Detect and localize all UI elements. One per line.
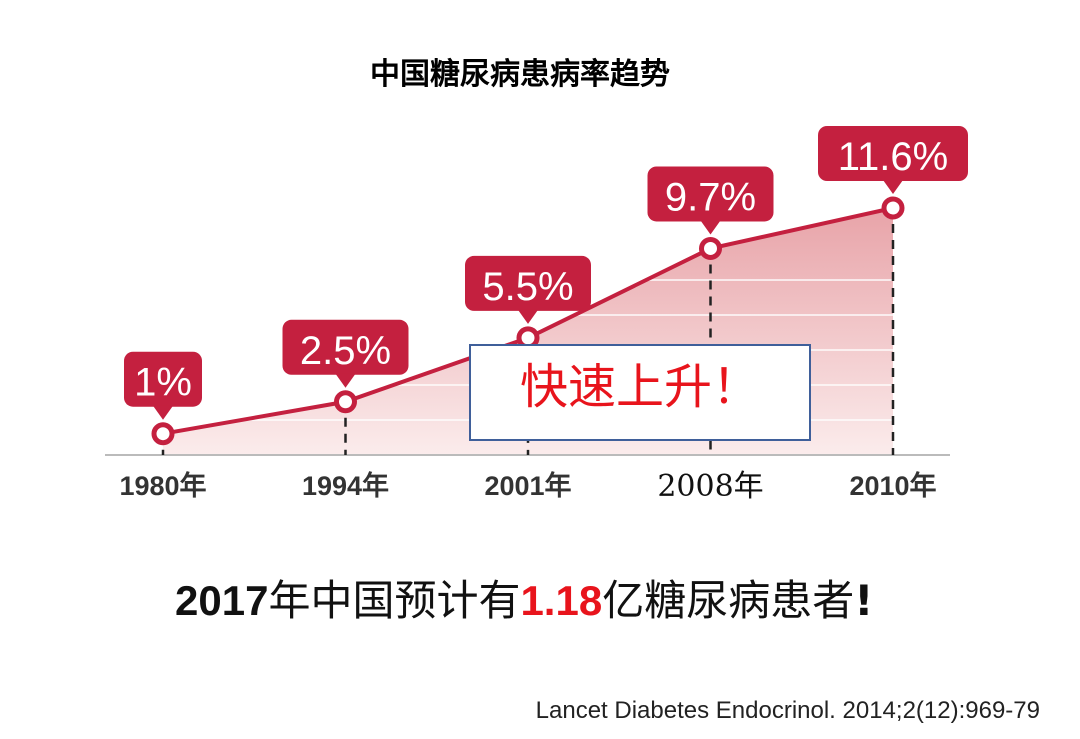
chart-title: 中国糖尿病患病率趋势: [370, 57, 670, 92]
plot: 1% 2.5% 5.5% 9.7% 11.6% 1980年 1994年 2001年 2008年 2…: [105, 126, 968, 504]
value-label: 11.6%: [838, 135, 948, 179]
x-tick-label: 2008年: [657, 469, 763, 504]
annotation: 快速上升！: [520, 359, 760, 415]
citation: Lancet Diabetes Endocrinol. 2014;2(12):9…: [536, 697, 1040, 724]
note: 2017年中国预计有1.18亿糖尿病患者!: [175, 576, 873, 625]
label-bubble: [124, 351, 202, 407]
note-text: 年中国预计有: [268, 576, 520, 625]
label-pointer: [518, 309, 538, 324]
note-end: !: [854, 576, 873, 625]
label-pointer: [883, 180, 903, 194]
label-bubble: [818, 126, 968, 181]
label-pointer: [153, 405, 173, 420]
x-tick-label: 2010年: [849, 470, 936, 501]
label-pointer: [335, 373, 356, 388]
x-tick-label: 1980年: [119, 470, 206, 501]
point: [699, 236, 722, 260]
value-label: 9.7%: [665, 175, 756, 219]
note-number: 1.18: [520, 577, 602, 624]
note-text: 亿糖尿病患者: [602, 576, 854, 625]
value-label: 5.5%: [482, 265, 573, 309]
label-bubble: [282, 319, 409, 375]
label-bubble: [465, 255, 591, 311]
note-year: 2017: [175, 577, 268, 624]
point: [334, 390, 357, 414]
x-tick-label: 2001年: [484, 470, 571, 501]
point: [151, 422, 175, 446]
value-label: 2.5%: [300, 329, 391, 373]
annotation-box: [469, 344, 811, 441]
point: [881, 196, 905, 220]
label-pointer: [700, 220, 721, 235]
value-label: 1%: [134, 361, 192, 405]
label-bubble: [647, 166, 774, 222]
x-tick-label: 1994年: [302, 470, 389, 501]
